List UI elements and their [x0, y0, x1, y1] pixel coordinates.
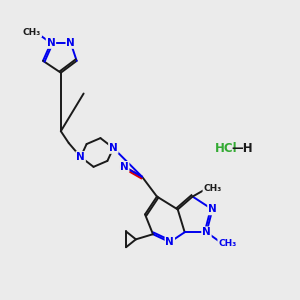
Text: N: N: [109, 143, 118, 153]
Text: O: O: [118, 163, 128, 173]
Text: N: N: [202, 227, 211, 237]
Text: N: N: [120, 162, 129, 172]
Text: N: N: [46, 38, 55, 48]
Text: N: N: [76, 152, 85, 162]
Text: CH₃: CH₃: [218, 238, 236, 247]
Text: N: N: [66, 38, 75, 48]
Text: N: N: [165, 237, 174, 247]
Text: N: N: [208, 204, 217, 214]
Text: CH₃: CH₃: [203, 184, 221, 193]
Text: HCl: HCl: [214, 142, 237, 154]
Text: CH₃: CH₃: [23, 28, 41, 37]
Text: —H: —H: [231, 142, 253, 154]
